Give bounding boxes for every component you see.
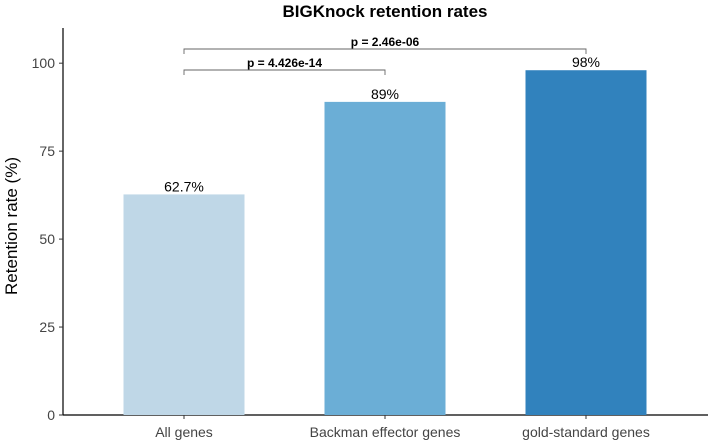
bar-value-label-2: 98%: [572, 54, 600, 70]
bar-0: [123, 194, 245, 415]
bar-1: [324, 101, 446, 415]
bar-2: [525, 70, 647, 415]
y-axis-label: Retention rate (%): [2, 157, 21, 295]
y-tick-label-25: 25: [39, 319, 55, 335]
y-tick-label-75: 75: [39, 143, 55, 159]
significance-bracket-1: [183, 48, 587, 54]
bar-value-label-1: 89%: [371, 86, 399, 102]
significance-bracket-0: [183, 69, 386, 75]
y-tick-label-0: 0: [47, 407, 55, 423]
x-tick-label-2: gold-standard genes: [522, 424, 650, 440]
x-tick-label-1: Backman effector genes: [310, 424, 461, 440]
chart-title: BIGKnock retention rates: [283, 2, 488, 21]
bar-value-label-0: 62.7%: [164, 178, 204, 194]
y-tick-label-50: 50: [39, 231, 55, 247]
plot-area: 0 25 50 75 100 62.7% All genes 89% Backman effec…: [32, 28, 708, 440]
significance-label-1: p = 2.46e-06: [351, 35, 420, 49]
y-tick-label-100: 100: [32, 55, 56, 71]
x-tick-label-0: All genes: [155, 424, 213, 440]
significance-label-0: p = 4.426e-14: [247, 56, 322, 70]
